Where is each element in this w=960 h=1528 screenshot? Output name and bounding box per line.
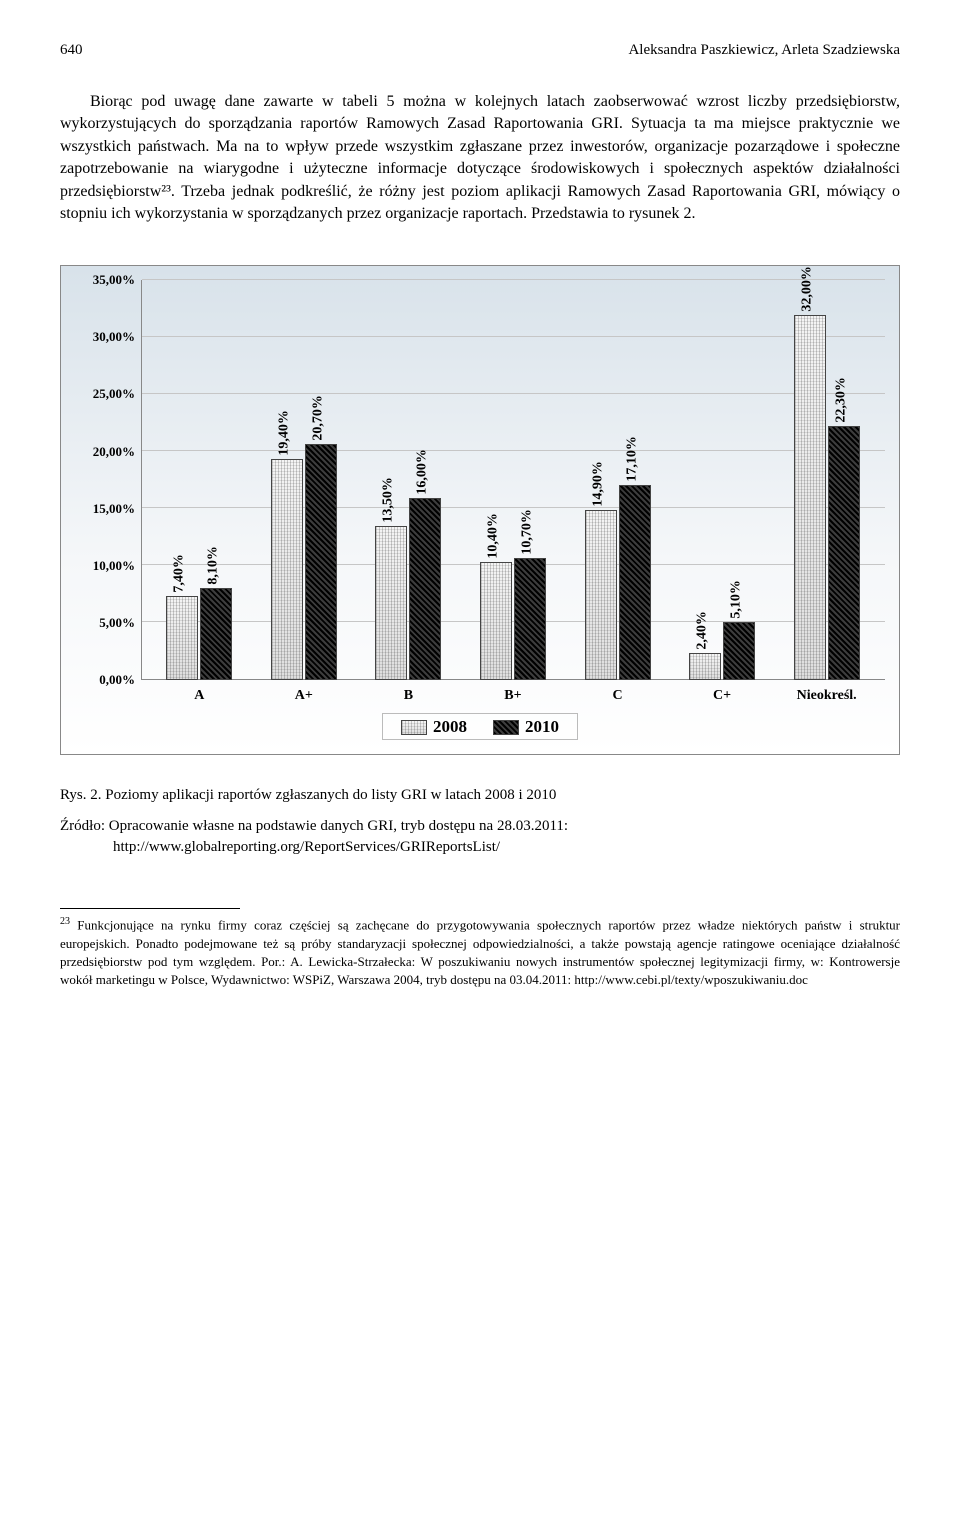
chart-legend: 2008 2010 <box>382 713 578 741</box>
header-authors: Aleksandra Paszkiewicz, Arleta Szadziews… <box>628 40 900 61</box>
bar: 17,10% <box>619 485 651 680</box>
legend-label: 2008 <box>433 717 467 736</box>
x-tick-label: B+ <box>480 686 546 710</box>
bar-value-label: 17,10% <box>622 436 642 482</box>
bar-value-label: 10,40% <box>483 513 503 559</box>
bar: 13,50% <box>375 526 407 680</box>
bar-group: 19,40%20,70% <box>271 280 337 680</box>
bar-value-label: 7,40% <box>170 554 190 593</box>
bar-value-label: 32,00% <box>797 266 817 312</box>
y-tick-label: 5,00% <box>75 614 135 632</box>
bar-group: 7,40%8,10% <box>166 280 232 680</box>
bar-value-label: 13,50% <box>379 478 399 524</box>
bar-chart: 0,00% 5,00% 10,00% 15,00% 20,00% 25,00% 30,00%… <box>75 280 885 740</box>
bar: 7,40% <box>166 596 198 681</box>
bar: 32,00% <box>794 315 826 681</box>
bar: 22,30% <box>828 426 860 681</box>
bar-value-label: 20,70% <box>308 395 328 441</box>
x-tick-label: A+ <box>271 686 337 710</box>
y-tick-label: 10,00% <box>75 557 135 575</box>
legend-label: 2010 <box>525 717 559 736</box>
body-paragraph: Biorąc pod uwagę dane zawarte w tabeli 5… <box>60 91 900 225</box>
x-tick-label: A <box>166 686 232 710</box>
bar-value-label: 10,70% <box>517 510 537 556</box>
bar-group: 14,90%17,10% <box>585 280 651 680</box>
y-tick-label: 25,00% <box>75 386 135 404</box>
y-tick-label: 0,00% <box>75 671 135 689</box>
bar: 16,00% <box>409 498 441 681</box>
bar: 10,70% <box>514 558 546 680</box>
figure-caption: Rys. 2. Poziomy aplikacji raportów zgłas… <box>60 785 900 806</box>
chart-container: 0,00% 5,00% 10,00% 15,00% 20,00% 25,00% 30,00%… <box>60 265 900 755</box>
x-tick-label: C+ <box>689 686 755 710</box>
y-tick-label: 30,00% <box>75 328 135 346</box>
bar-value-label: 2,40% <box>693 611 713 650</box>
footnote-text: Funkcjonujące na rynku firmy coraz częśc… <box>60 918 900 988</box>
bar-value-label: 5,10% <box>727 581 747 620</box>
y-tick-label: 20,00% <box>75 443 135 461</box>
bar-value-label: 22,30% <box>831 377 851 423</box>
x-tick-label: Nieokreśl. <box>794 686 860 710</box>
bar: 20,70% <box>305 444 337 681</box>
plot-area: 7,40%8,10%19,40%20,70%13,50%16,00%10,40%… <box>141 280 885 680</box>
figure-source: Źródło: Opracowanie własne na podstawie … <box>60 816 900 858</box>
legend-swatch-dark <box>493 720 519 735</box>
page-header: 640 Aleksandra Paszkiewicz, Arleta Szadz… <box>60 40 900 61</box>
y-tick-label: 15,00% <box>75 500 135 518</box>
y-tick-label: 35,00% <box>75 271 135 289</box>
bar: 19,40% <box>271 459 303 681</box>
x-tick-label: B <box>375 686 441 710</box>
footnote-rule <box>60 908 240 909</box>
bar: 2,40% <box>689 653 721 680</box>
bar-group: 13,50%16,00% <box>375 280 441 680</box>
page-number: 640 <box>60 40 83 61</box>
legend-item-2010: 2010 <box>493 715 559 739</box>
x-tick-label: C <box>585 686 651 710</box>
footnote-number: 23 <box>60 916 70 927</box>
bar: 8,10% <box>200 588 232 681</box>
bar: 10,40% <box>480 562 512 681</box>
x-axis-labels: A A+ B B+ C C+ Nieokreśl. <box>141 686 885 710</box>
legend-item-2008: 2008 <box>401 715 467 739</box>
bar-group: 10,40%10,70% <box>480 280 546 680</box>
bar-value-label: 8,10% <box>204 546 224 585</box>
bar: 14,90% <box>585 510 617 680</box>
bar-value-label: 16,00% <box>413 449 433 495</box>
y-axis: 0,00%5,00%10,00%15,00%20,00%25,00%30,00%… <box>75 280 141 680</box>
bar-value-label: 14,90% <box>588 462 608 508</box>
legend-swatch-light <box>401 720 427 735</box>
footnote: 23 Funkcjonujące na rynku firmy coraz cz… <box>60 915 900 989</box>
bar: 5,10% <box>723 622 755 680</box>
bar-group: 32,00%22,30% <box>794 280 860 680</box>
bar-group: 2,40%5,10% <box>689 280 755 680</box>
bar-value-label: 19,40% <box>274 410 294 456</box>
